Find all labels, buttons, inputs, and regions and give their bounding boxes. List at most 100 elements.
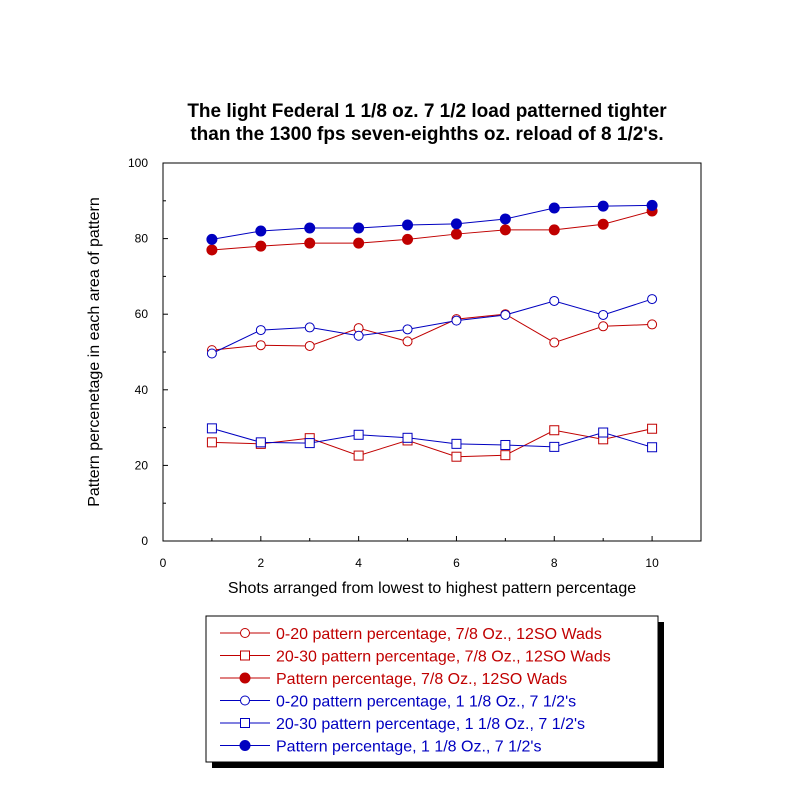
x-tick-label: 2 [257,556,264,570]
data-point [206,423,217,434]
data-point [255,240,267,252]
legend-label: 0-20 pattern percentage, 1 1/8 Oz., 7 1/… [276,694,576,711]
y-tick-label: 20 [135,458,149,472]
data-point [304,237,316,249]
legend-marker [240,628,250,638]
data-point [353,330,364,341]
data-point [549,441,560,452]
data-point [304,322,315,333]
series-4 [206,294,658,359]
data-point [598,427,609,438]
data-point [500,450,511,461]
data-point [646,199,658,211]
x-tick-label: 6 [453,556,460,570]
data-point [548,202,560,214]
data-point [353,450,364,461]
data-point [597,200,609,212]
data-point [450,228,462,240]
y-tick-label: 100 [128,156,148,170]
legend-label: 20-30 pattern percentage, 1 1/8 Oz., 7 1… [276,716,585,733]
y-tick-label: 40 [135,383,149,397]
data-point [647,319,658,330]
data-point [206,233,218,245]
data-point [598,321,609,332]
legend-label: 0-20 pattern percentage, 7/8 Oz., 12SO W… [276,626,602,643]
data-point [402,219,414,231]
data-point [450,218,462,230]
data-point [402,233,414,245]
series-line [211,428,653,458]
data-point [402,432,413,443]
x-axis: 0 2 4 6 8 10 [160,536,659,570]
data-point [353,429,364,440]
data-point [255,225,267,237]
data-point [597,218,609,230]
data-point [549,295,560,306]
data-point [549,425,560,436]
data-point [402,324,413,335]
series-line [211,210,653,251]
data-point [451,451,462,462]
series-3 [206,205,658,256]
legend-entry: 0-20 pattern percentage, 1 1/8 Oz., 7 1/… [220,694,576,711]
data-point [647,423,658,434]
legend-entry: Pattern percentage, 1 1/8 Oz., 7 1/2's [220,739,541,756]
data-point [353,237,365,249]
data-point [206,348,217,359]
data-point [402,336,413,347]
y-tick-label: 0 [141,534,148,548]
series-line [211,313,653,351]
series-6 [206,199,658,245]
chart-title-line-2: than the 1300 fps seven-eighths oz. relo… [190,124,663,145]
y-tick-label: 80 [135,232,149,246]
legend-entry: 20-30 pattern percentage, 1 1/8 Oz., 7 1… [220,716,585,733]
chart-title-line-1: The light Federal 1 1/8 oz. 7 1/2 load p… [187,101,667,122]
series-5 [206,423,658,453]
plot-area [206,199,658,462]
data-point [304,340,315,351]
data-point [499,213,511,225]
x-tick-label: 8 [551,556,558,570]
data-point [206,244,218,256]
legend-marker [239,740,251,751]
x-tick-label: 10 [645,556,659,570]
legend-marker [240,695,250,706]
series-line [211,204,653,240]
data-point [500,309,511,320]
data-point [451,315,462,326]
data-point [255,437,266,448]
legend-marker [239,672,251,684]
data-point [549,337,560,348]
data-point [500,439,511,450]
data-point [353,222,365,234]
data-point [598,309,609,320]
y-axis-label: Pattern percenetage in each area of patt… [86,197,103,507]
y-tick-label: 60 [135,307,149,321]
series-line [211,427,653,448]
legend-label: Pattern percentage, 7/8 Oz., 12SO Wads [276,671,567,688]
data-point [647,442,658,453]
data-point [304,438,315,449]
data-point [304,222,316,234]
data-point [647,294,658,305]
data-point [548,224,560,236]
legend-entry: 20-30 pattern percentage, 7/8 Oz., 12SO … [220,649,611,666]
data-point [451,438,462,449]
legend-label: Pattern percentage, 1 1/8 Oz., 7 1/2's [276,739,541,756]
legend-items: 0-20 pattern percentage, 7/8 Oz., 12SO W… [220,626,611,756]
data-point [206,437,217,448]
series-line [211,298,653,354]
series-1 [206,309,658,356]
x-axis-label: Shots arranged from lowest to highest pa… [228,580,636,597]
data-point [255,340,266,351]
legend-entry: 0-20 pattern percentage, 7/8 Oz., 12SO W… [220,626,602,643]
legend-marker [240,650,250,661]
data-point [499,224,511,236]
data-point [255,325,266,336]
y-axis: 0 20 40 60 80 100 [128,156,168,548]
legend-label: 20-30 pattern percentage, 7/8 Oz., 12SO … [276,649,611,666]
legend [205,615,659,763]
x-tick-label: 0 [160,556,167,570]
x-tick-label: 4 [355,556,362,570]
